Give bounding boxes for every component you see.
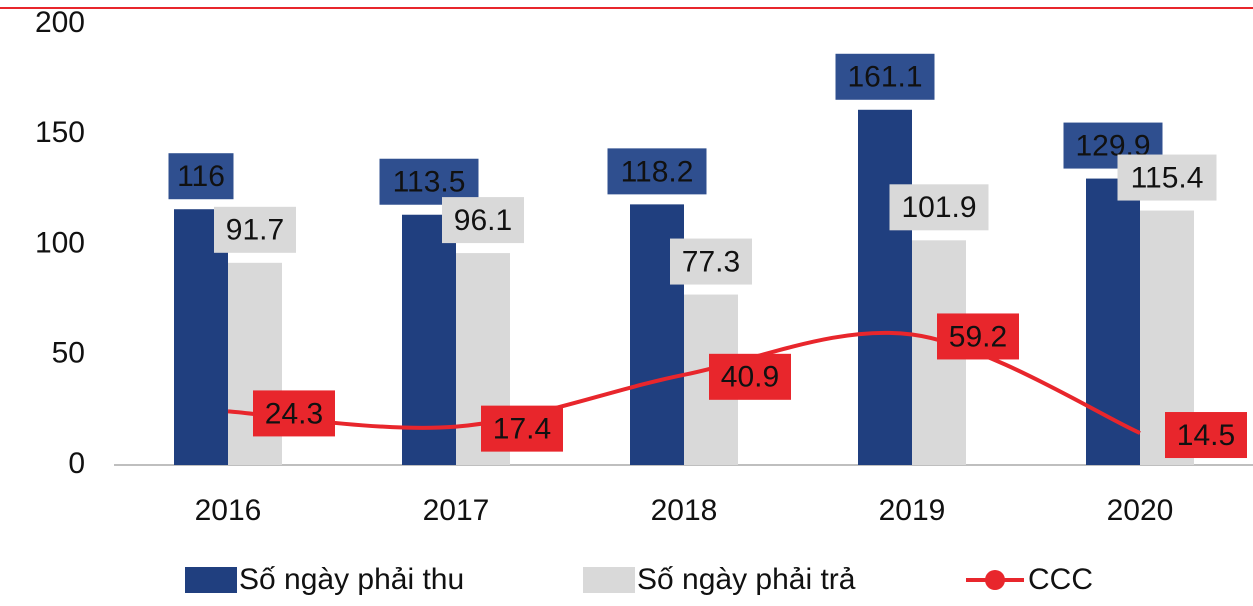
value-label: 91.7	[226, 214, 284, 247]
value-label-box	[670, 238, 752, 285]
bar	[858, 109, 912, 465]
value-label: 101.9	[901, 191, 976, 224]
value-label-box	[379, 158, 479, 205]
value-label-box	[709, 353, 791, 400]
x-tick-label: 2018	[651, 494, 718, 527]
y-tick-label: 200	[35, 6, 85, 39]
value-label-box	[937, 313, 1019, 360]
value-label: 24.3	[265, 397, 323, 430]
value-label-box	[481, 405, 563, 452]
value-label: 59.2	[949, 320, 1007, 353]
value-label: 96.1	[454, 204, 512, 237]
value-label-box	[168, 153, 234, 200]
legend-label: Số ngày phải thu	[239, 563, 464, 596]
legend-label: CCC	[1028, 563, 1093, 596]
value-label-box	[835, 53, 935, 100]
value-label: 116	[177, 160, 225, 193]
value-label-box	[607, 148, 707, 195]
x-tick-label: 2016	[195, 494, 262, 527]
bar	[402, 214, 456, 465]
legend-swatch	[583, 567, 635, 593]
value-label: 77.3	[682, 245, 740, 278]
legend-marker	[985, 570, 1005, 590]
legend-label: Số ngày phải trả	[637, 563, 856, 596]
value-label: 17.4	[493, 413, 551, 446]
bar	[1086, 178, 1140, 465]
x-tick-label: 2019	[879, 494, 946, 527]
x-tick-label: 2017	[423, 494, 490, 527]
value-label: 115.4	[1131, 161, 1204, 194]
y-tick-label: 0	[68, 447, 85, 480]
y-tick-label: 100	[35, 226, 85, 259]
legend-swatch	[185, 567, 237, 593]
value-label: 113.5	[393, 166, 466, 199]
value-label: 118.2	[621, 155, 694, 188]
value-label-box	[253, 390, 335, 437]
x-tick-label: 2020	[1107, 494, 1174, 527]
y-tick-label: 150	[35, 116, 85, 149]
value-label: 14.5	[1177, 419, 1235, 452]
value-label-box	[442, 197, 524, 244]
value-label-box	[1117, 154, 1217, 201]
value-label-box	[214, 206, 296, 253]
value-label: 40.9	[721, 361, 779, 394]
value-label-box	[1165, 412, 1247, 459]
value-label: 161.1	[847, 61, 922, 94]
y-tick-label: 50	[52, 337, 85, 370]
value-label-box	[889, 184, 989, 231]
